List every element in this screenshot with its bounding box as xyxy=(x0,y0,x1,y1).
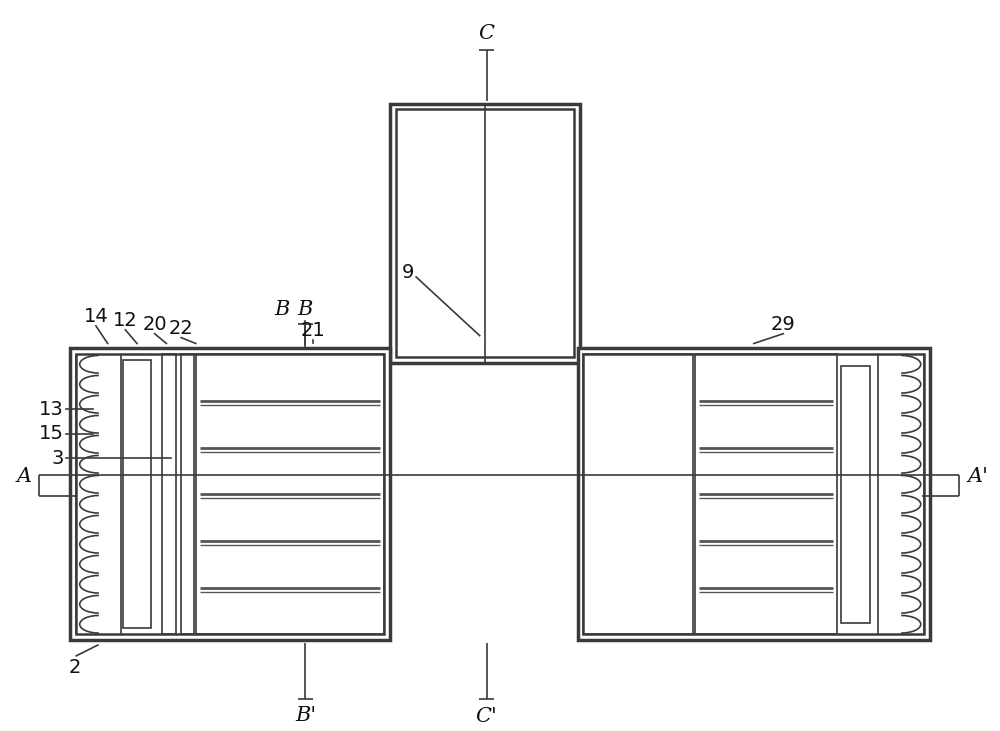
Bar xyxy=(396,110,574,357)
Bar xyxy=(390,104,580,363)
Bar xyxy=(181,355,194,635)
Bar xyxy=(70,349,390,640)
Text: A: A xyxy=(16,467,31,486)
Bar xyxy=(695,355,837,635)
Text: B: B xyxy=(274,300,290,319)
Text: A': A' xyxy=(967,467,988,486)
Text: 21: 21 xyxy=(301,321,326,340)
Text: 15: 15 xyxy=(39,424,64,443)
Text: 9: 9 xyxy=(401,262,414,281)
Bar xyxy=(162,355,176,635)
Text: C: C xyxy=(479,24,495,43)
Bar xyxy=(841,366,870,623)
Text: 2: 2 xyxy=(69,658,81,677)
Bar xyxy=(196,355,384,635)
Bar xyxy=(76,355,384,635)
Bar xyxy=(583,355,693,635)
Text: 13: 13 xyxy=(39,400,64,419)
Text: C': C' xyxy=(476,707,497,726)
Text: 29: 29 xyxy=(771,315,796,333)
Text: 14: 14 xyxy=(84,307,108,326)
Text: 20: 20 xyxy=(142,315,167,333)
Bar xyxy=(578,349,930,640)
Text: 3: 3 xyxy=(51,449,64,468)
Text: B: B xyxy=(298,300,313,319)
Text: 12: 12 xyxy=(113,311,138,330)
Bar xyxy=(123,360,151,629)
Text: 22: 22 xyxy=(169,319,193,338)
Text: B': B' xyxy=(295,705,316,724)
Bar xyxy=(583,355,924,635)
